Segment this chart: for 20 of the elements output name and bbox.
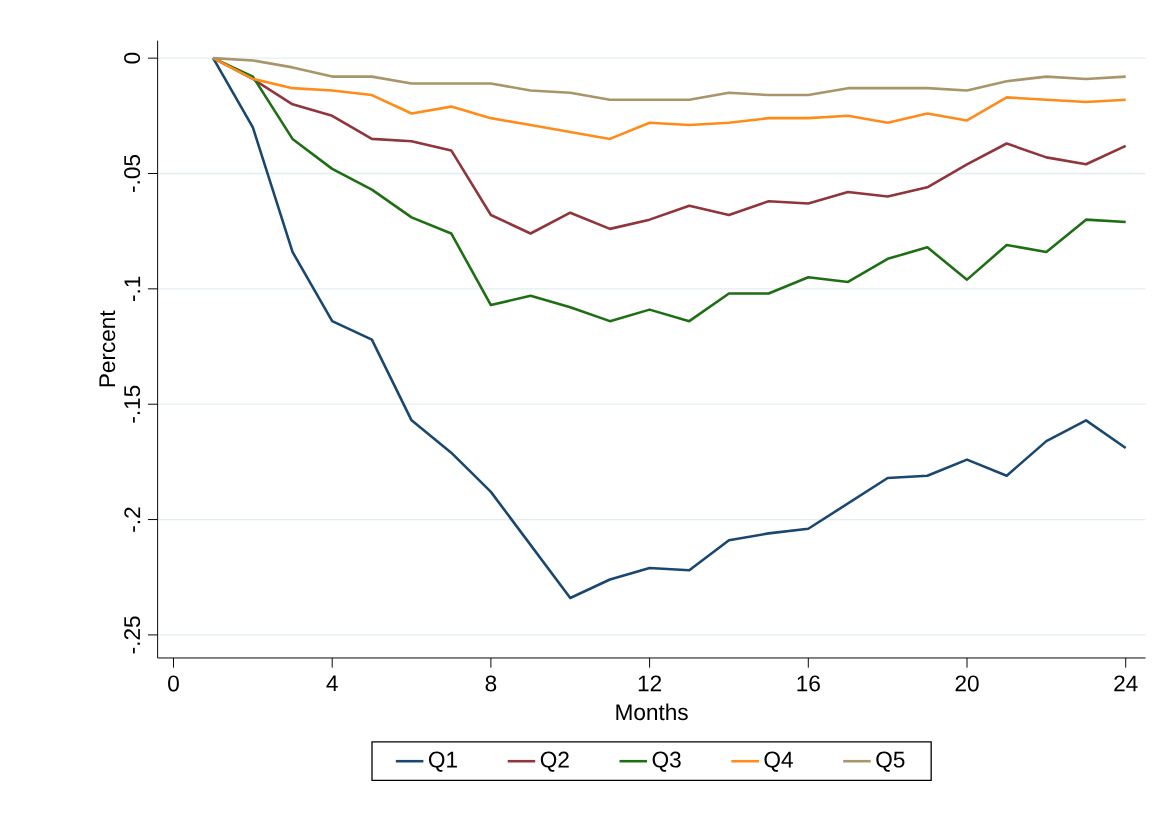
x-tick-label: 16: [797, 675, 820, 692]
x-tick-label: 24: [1114, 675, 1138, 692]
x-tick-label: 0: [168, 675, 179, 692]
y-tick-label: -.2: [124, 507, 141, 532]
x-tick-label: 12: [638, 675, 662, 692]
legend-label: Q3: [652, 751, 681, 772]
y-tick-label: -.05: [124, 154, 141, 192]
y-axis-title: Percent: [99, 310, 116, 387]
legend-label: Q4: [764, 751, 793, 772]
legend-label: Q2: [540, 751, 569, 772]
y-tick-label: -.15: [124, 385, 141, 423]
y-tick-label: -.1: [124, 276, 141, 301]
x-axis-title: Months: [616, 703, 688, 721]
legend-label: Q5: [876, 751, 905, 772]
x-tick-label: 8: [485, 675, 497, 692]
y-tick-label: 0: [124, 52, 141, 64]
legend-label: Q1: [428, 751, 457, 772]
y-tick-label: -.25: [124, 616, 141, 654]
x-tick-label: 4: [326, 675, 338, 691]
x-tick-label: 20: [955, 675, 979, 692]
